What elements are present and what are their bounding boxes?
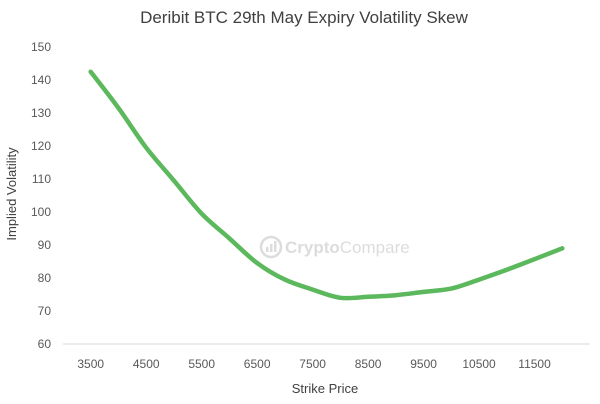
- y-tick-label: 130: [31, 106, 51, 120]
- volatility-series-line: [88, 69, 565, 301]
- watermark-text-crypto: Crypto: [285, 238, 340, 257]
- x-tick-label: 3500: [77, 357, 104, 371]
- y-tick-label: 80: [38, 271, 52, 285]
- chart-title: Deribit BTC 29th May Expiry Volatility S…: [140, 8, 469, 27]
- y-tick-label: 140: [31, 73, 51, 87]
- x-tick-label: 5500: [188, 357, 215, 371]
- x-axis-label: Strike Price: [292, 381, 358, 396]
- y-axis-ticks: 60 70 80 90 100 110 120 130 140 150: [31, 40, 51, 351]
- cryptocompare-logo-icon: [259, 235, 283, 259]
- x-tick-label: 9500: [410, 357, 437, 371]
- svg-text:CryptoCompare: CryptoCompare: [285, 238, 410, 257]
- x-tick-label: 11500: [518, 357, 551, 371]
- x-tick-label: 4500: [133, 357, 160, 371]
- y-tick-label: 150: [31, 40, 51, 54]
- watermark-text-compare: Compare: [340, 238, 410, 257]
- x-tick-label: 8500: [355, 357, 382, 371]
- x-axis-ticks: 3500 4500 5500 6500 7500 8500 9500 10500 11500: [77, 357, 551, 371]
- series-group: [88, 69, 565, 301]
- y-tick-label: 60: [38, 337, 52, 351]
- cryptocompare-watermark: CryptoCompare: [259, 235, 410, 259]
- y-tick-label: 110: [32, 172, 51, 186]
- x-tick-label: 7500: [299, 357, 326, 371]
- y-tick-label: 100: [31, 205, 51, 219]
- y-axis-label: Implied Volatility: [4, 147, 19, 241]
- x-tick-label: 10500: [462, 357, 496, 371]
- y-tick-label: 70: [38, 304, 52, 318]
- y-tick-label: 90: [38, 238, 52, 252]
- y-tick-label: 120: [31, 139, 51, 153]
- x-tick-label: 6500: [244, 357, 271, 371]
